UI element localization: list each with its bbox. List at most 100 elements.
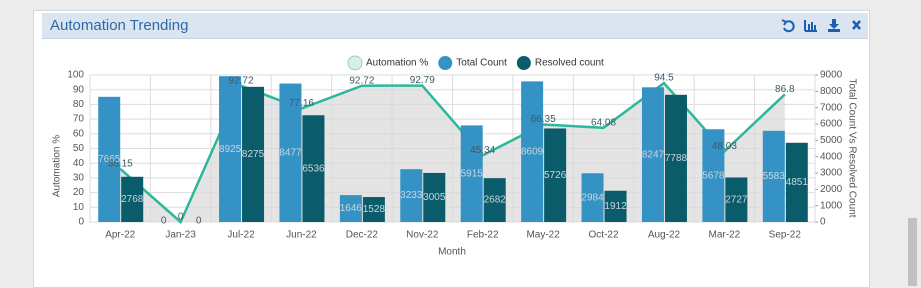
bar bbox=[762, 130, 785, 222]
bar-value-label: 7665 bbox=[98, 154, 121, 165]
bar-value-label: 8609 bbox=[521, 146, 544, 157]
bar bbox=[521, 81, 544, 223]
bar bbox=[339, 195, 362, 222]
bar-value-label: 7788 bbox=[665, 153, 688, 164]
y-tick-label: 100 bbox=[67, 70, 84, 81]
bar-value-label: 8477 bbox=[279, 147, 302, 158]
scrollbar[interactable] bbox=[908, 218, 917, 286]
toolbar bbox=[781, 19, 861, 33]
bar-value-label: 0 bbox=[196, 216, 202, 227]
bar bbox=[279, 83, 302, 223]
bar-value-label: 5726 bbox=[544, 170, 567, 181]
bar-value-label: 2727 bbox=[725, 194, 748, 205]
bar-value-label: 0 bbox=[161, 216, 167, 227]
bar-value-label: 1646 bbox=[340, 203, 363, 214]
chart-icon[interactable] bbox=[804, 20, 817, 32]
bar bbox=[483, 178, 506, 222]
y-tick-label: 20 bbox=[73, 187, 85, 198]
legend-label: Total Count bbox=[456, 58, 507, 69]
x-tick-label: Sep-22 bbox=[769, 230, 802, 241]
bar-value-label: 2682 bbox=[484, 195, 507, 206]
y2-tick-label: 6000 bbox=[820, 119, 843, 130]
bar-value-label: 8247 bbox=[642, 149, 665, 160]
close-icon[interactable] bbox=[852, 20, 861, 30]
y2-tick-label: 8000 bbox=[820, 86, 843, 97]
bar-value-label: 5678 bbox=[702, 170, 725, 181]
legend-marker bbox=[516, 56, 531, 70]
y2-tick-label: 0 bbox=[820, 217, 826, 228]
y-tick-label: 90 bbox=[73, 84, 85, 95]
bar-value-label: 8275 bbox=[242, 149, 265, 160]
x-tick-label: Feb-22 bbox=[467, 230, 499, 241]
y2-tick-label: 5000 bbox=[820, 135, 843, 146]
y2-tick-label: 7000 bbox=[820, 102, 843, 113]
bar-value-label: 8925 bbox=[219, 144, 242, 155]
bar bbox=[785, 142, 808, 222]
bar-value-label: 1912 bbox=[604, 201, 627, 212]
bar bbox=[98, 96, 121, 222]
y2-tick-label: 2000 bbox=[820, 184, 843, 195]
bar-value-label: 6536 bbox=[302, 163, 325, 174]
bar bbox=[423, 172, 446, 222]
line-value-label: 66.35 bbox=[531, 114, 556, 125]
bar-value-label: 5915 bbox=[461, 168, 484, 179]
line-value-label: 36.15 bbox=[108, 159, 133, 170]
bar bbox=[362, 197, 385, 222]
x-tick-label: Apr-22 bbox=[105, 230, 135, 241]
x-tick-label: Dec-22 bbox=[346, 230, 379, 241]
line-value-label: 86.8 bbox=[775, 84, 795, 95]
bar-value-label: 4851 bbox=[786, 177, 809, 188]
y2-tick-label: 3000 bbox=[820, 168, 843, 179]
bar-value-label: 2984 bbox=[581, 192, 604, 203]
y2-tick-label: 9000 bbox=[820, 70, 843, 81]
bar bbox=[702, 129, 725, 222]
line-value-label: 45.34 bbox=[470, 145, 495, 156]
legend-label: Resolved count bbox=[535, 58, 604, 69]
bar bbox=[725, 177, 748, 222]
line-value-label: 94.5 bbox=[654, 73, 674, 84]
bar-value-label: 5583 bbox=[763, 171, 786, 182]
bar-value-label: 2768 bbox=[121, 194, 144, 205]
bar-value-label: 3233 bbox=[400, 190, 423, 201]
y-tick-label: 70 bbox=[73, 114, 85, 125]
x-tick-label: Oct-22 bbox=[589, 230, 619, 241]
bar bbox=[400, 169, 423, 222]
download-icon[interactable] bbox=[828, 19, 840, 32]
y-axis-title: Automation % bbox=[52, 135, 63, 197]
bar bbox=[581, 173, 604, 222]
y-tick-label: 40 bbox=[73, 158, 85, 169]
x-axis-title: Month bbox=[438, 247, 466, 258]
y-tick-label: 10 bbox=[73, 202, 85, 213]
y-tick-label: 80 bbox=[73, 99, 85, 110]
line-value-label: 64.08 bbox=[591, 117, 616, 128]
line-value-label: 0 bbox=[178, 212, 184, 223]
bar bbox=[121, 176, 144, 222]
bar bbox=[604, 190, 627, 222]
refresh-icon[interactable] bbox=[781, 19, 795, 33]
x-tick-label: Jul-22 bbox=[227, 230, 255, 241]
legend-label: Automation % bbox=[366, 58, 428, 69]
bar bbox=[460, 125, 483, 222]
bar bbox=[544, 128, 567, 222]
x-tick-label: Nov-22 bbox=[406, 230, 439, 241]
line-value-label: 92.72 bbox=[229, 75, 254, 86]
x-tick-label: Mar-22 bbox=[709, 230, 741, 241]
y2-axis-title: Total Count Vs Resolved Count bbox=[846, 79, 857, 218]
bar bbox=[664, 94, 687, 222]
line-value-label: 77.16 bbox=[289, 98, 314, 109]
bar bbox=[242, 86, 265, 222]
y-tick-label: 30 bbox=[73, 173, 85, 184]
panel-header: Automation Trending bbox=[42, 13, 868, 39]
line-value-label: 92.72 bbox=[349, 75, 374, 86]
line-value-label: 48.03 bbox=[712, 141, 737, 152]
bar-value-label: 1528 bbox=[363, 204, 386, 215]
y2-tick-label: 4000 bbox=[820, 151, 843, 162]
legend-marker bbox=[438, 56, 453, 70]
bar bbox=[302, 115, 325, 222]
y-tick-label: 50 bbox=[73, 143, 85, 154]
bar bbox=[219, 76, 242, 222]
x-tick-label: May-22 bbox=[526, 230, 560, 241]
bar-value-label: 3005 bbox=[423, 192, 446, 203]
